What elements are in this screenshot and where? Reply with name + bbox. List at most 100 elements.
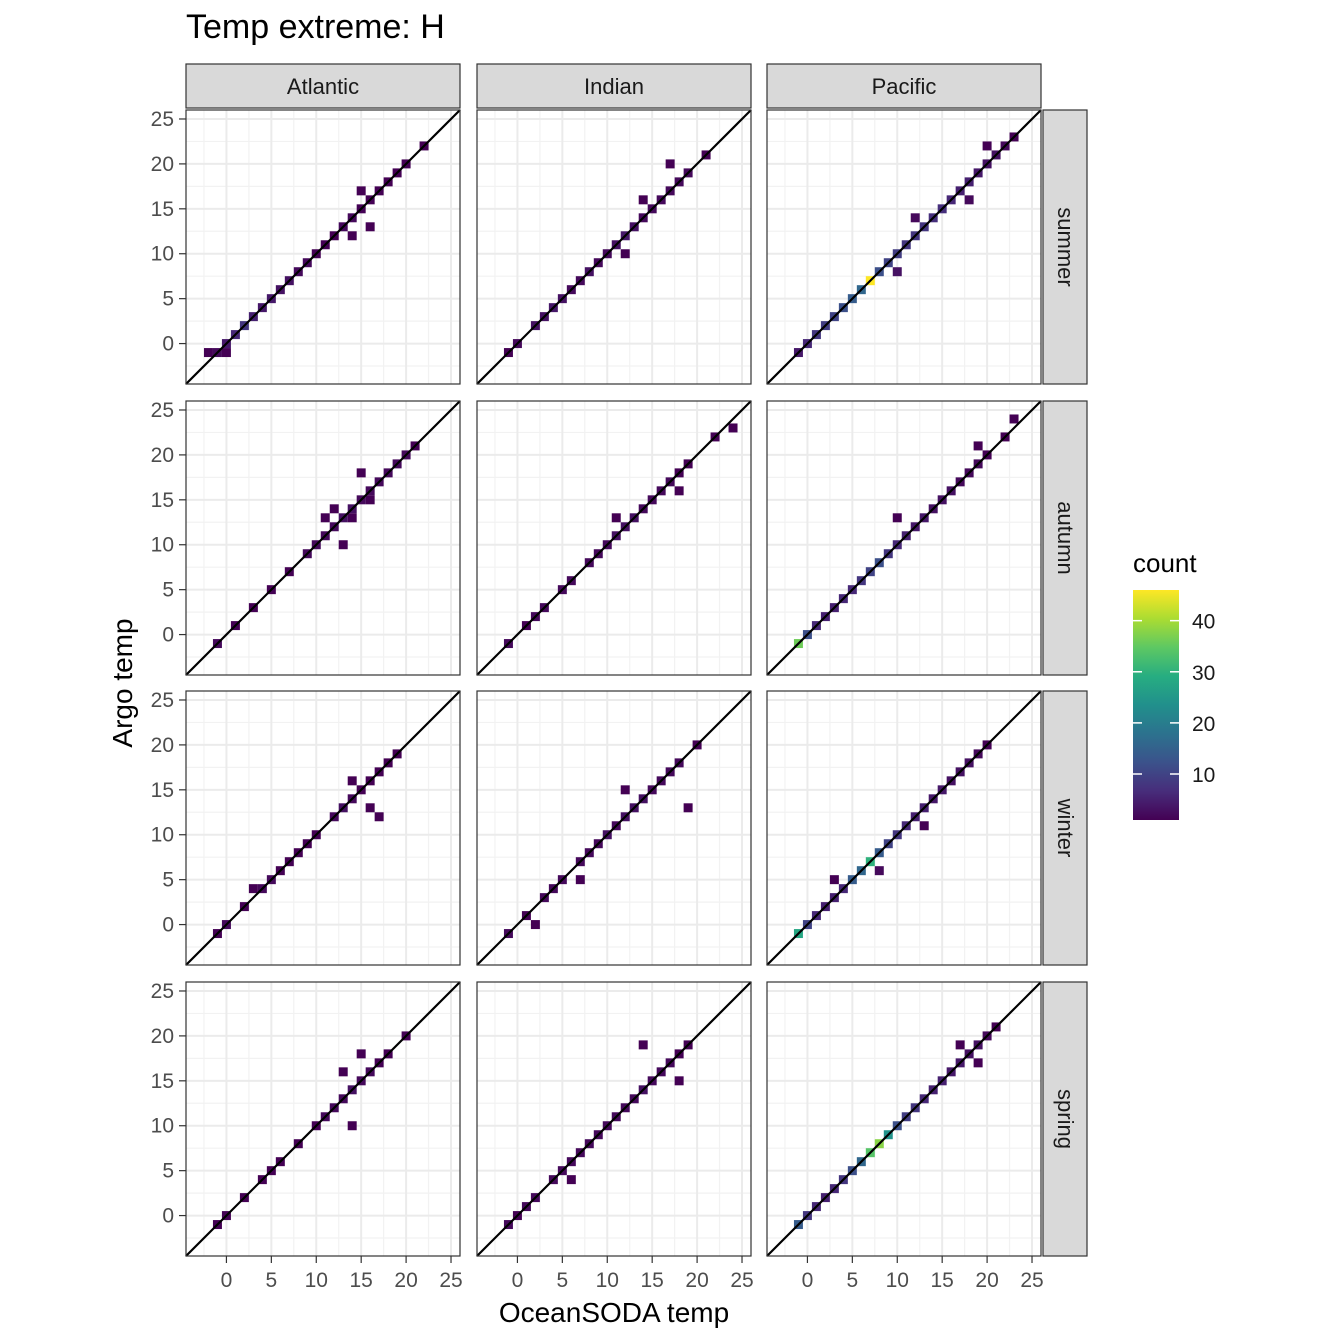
panel-border	[766, 981, 1042, 1257]
heatmap-bin	[338, 1067, 348, 1077]
y-tick-label: 20	[151, 1025, 174, 1048]
strip-spring: spring	[1042, 981, 1088, 1257]
x-tick-label: 5	[847, 1269, 859, 1292]
identity-line	[476, 981, 752, 1257]
heatmap-bin	[338, 540, 348, 550]
y-tick-label: 15	[151, 1070, 174, 1093]
heatmap-bin	[203, 348, 213, 358]
x-tick-label: 10	[596, 1269, 619, 1292]
heatmap-bin	[674, 486, 684, 496]
strip-background	[1042, 981, 1088, 1257]
y-tick-label: 20	[151, 444, 174, 467]
heatmap-bin	[347, 776, 357, 786]
y-tick-label: 0	[162, 333, 174, 356]
panel-indian-summer	[476, 109, 752, 385]
x-tick-label: 20	[975, 1269, 998, 1292]
x-tick-label: 25	[439, 1269, 462, 1292]
y-tick-label: 10	[151, 1115, 174, 1138]
identity-line	[476, 109, 752, 385]
y-tick-label: 25	[151, 689, 174, 712]
x-tick-label: 25	[730, 1269, 753, 1292]
identity-line	[766, 400, 1042, 676]
panel-indian-winter	[476, 690, 752, 966]
heatmap-bin	[728, 423, 738, 433]
heatmap-bin	[365, 803, 375, 813]
panel-border	[766, 400, 1042, 676]
strip-label: Atlantic	[287, 74, 359, 99]
heatmap-bin	[356, 468, 366, 478]
panel-border	[766, 109, 1042, 385]
y-tick-label: 5	[162, 579, 174, 602]
y-tick-label: 5	[162, 869, 174, 892]
heatmap-bin	[829, 875, 839, 885]
heatmap-bin	[919, 821, 929, 831]
heatmap-bin	[973, 1058, 983, 1068]
x-tick-label: 10	[886, 1269, 909, 1292]
y-tick-label: 15	[151, 779, 174, 802]
heatmap-bin	[356, 186, 366, 196]
heatmap-bin	[248, 884, 258, 894]
heatmap-bin	[674, 1076, 684, 1086]
heatmap-bin	[530, 920, 540, 930]
heatmap-bin	[356, 1049, 366, 1059]
panel-border	[476, 109, 752, 385]
panel-indian-spring	[476, 981, 752, 1257]
heatmap-bin	[892, 267, 902, 277]
heatmap-bin	[683, 803, 693, 813]
y-tick-label: 0	[162, 624, 174, 647]
x-axis-title: OceanSODA temp	[499, 1297, 729, 1328]
y-tick-label: 10	[151, 534, 174, 557]
y-tick-label: 20	[151, 734, 174, 757]
x-tick-label: 20	[685, 1269, 708, 1292]
strip-label: spring	[1053, 1089, 1078, 1149]
identity-line	[476, 690, 752, 966]
heatmap-bin	[320, 513, 330, 523]
y-tick-label: 20	[151, 153, 174, 176]
x-tick-label: 10	[305, 1269, 328, 1292]
legend-tick-label: 40	[1192, 611, 1215, 634]
y-tick-label: 15	[151, 489, 174, 512]
x-tick-label: 0	[221, 1269, 233, 1292]
panel-pacific-spring	[766, 981, 1042, 1257]
heatmap-bin	[982, 141, 992, 151]
heatmap-bin	[892, 513, 902, 523]
heatmap-bin	[566, 1175, 576, 1185]
identity-line	[766, 981, 1042, 1257]
heatmap-bin	[874, 866, 884, 876]
identity-line	[185, 400, 461, 676]
panel-atlantic-autumn	[185, 400, 461, 676]
chart-title: Temp extreme: H	[186, 8, 445, 46]
heatmap-bin	[638, 1040, 648, 1050]
heatmap-bin	[665, 159, 675, 169]
heatmap-bin	[575, 875, 585, 885]
heatmap-bin	[611, 513, 621, 523]
x-tick-label: 15	[350, 1269, 373, 1292]
heatmap-bin	[374, 812, 384, 822]
legend-tick-label: 10	[1192, 764, 1215, 787]
panel-border	[476, 400, 752, 676]
y-axis-title: Argo temp	[107, 618, 138, 747]
panel-border	[185, 109, 461, 385]
x-tick-label: 5	[266, 1269, 278, 1292]
legend-tick-label: 20	[1192, 713, 1215, 736]
heatmap-bin	[638, 195, 648, 205]
identity-line	[766, 690, 1042, 966]
y-tick-label: 25	[151, 980, 174, 1003]
facet-panels	[185, 109, 1042, 1257]
identity-line	[476, 400, 752, 676]
strip-background	[185, 63, 461, 109]
x-tick-label: 0	[512, 1269, 524, 1292]
strip-label: winter	[1053, 798, 1078, 858]
y-tick-label: 10	[151, 243, 174, 266]
heatmap-bin	[221, 348, 231, 358]
panel-pacific-summer	[766, 109, 1042, 385]
panel-indian-autumn	[476, 400, 752, 676]
panel-border	[185, 400, 461, 676]
y-tick-label: 25	[151, 399, 174, 422]
strip-label: Indian	[584, 74, 644, 99]
legend-tick-label: 30	[1192, 662, 1215, 685]
legend: count 10 20 30 40	[1133, 548, 1215, 820]
strip-background	[476, 63, 752, 109]
strip-background	[1042, 690, 1088, 966]
